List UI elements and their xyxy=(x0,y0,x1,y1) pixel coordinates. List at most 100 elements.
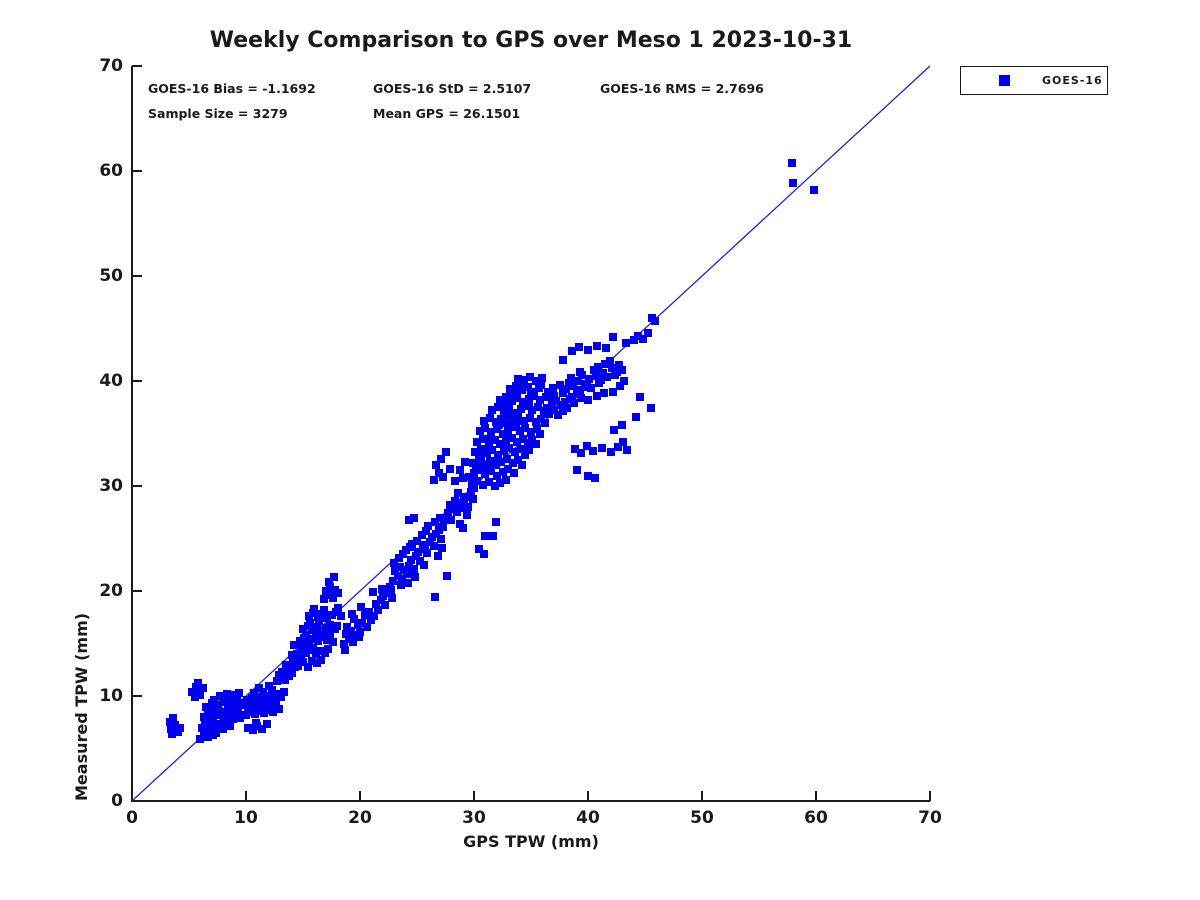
data-point-marker xyxy=(367,616,376,625)
data-point-marker xyxy=(303,662,312,671)
data-point-marker xyxy=(574,343,583,352)
y-tick-mark xyxy=(132,275,142,277)
data-point-marker xyxy=(509,389,518,398)
data-point-marker xyxy=(528,406,537,415)
data-point-marker xyxy=(188,687,197,696)
data-point-marker xyxy=(416,556,425,565)
data-point-marker xyxy=(443,509,452,518)
data-point-marker xyxy=(223,702,232,711)
data-point-marker xyxy=(514,455,523,464)
data-point-marker xyxy=(417,531,426,540)
data-point-marker xyxy=(216,710,225,719)
data-point-marker xyxy=(491,517,500,526)
x-tick-label: 40 xyxy=(576,808,600,828)
data-point-marker xyxy=(350,615,359,624)
data-point-marker xyxy=(458,524,467,532)
data-point-marker xyxy=(243,696,252,705)
data-point-marker xyxy=(259,687,268,696)
data-point-marker xyxy=(419,560,428,569)
data-point-marker xyxy=(317,656,326,665)
data-point-marker xyxy=(204,732,213,741)
data-point-marker xyxy=(265,692,274,700)
data-point-marker xyxy=(479,480,488,489)
data-point-marker xyxy=(203,717,212,726)
data-point-marker xyxy=(281,660,290,669)
data-point-marker xyxy=(580,380,589,389)
data-point-marker xyxy=(317,626,326,635)
data-point-marker xyxy=(491,417,500,426)
data-point-marker xyxy=(480,416,489,425)
data-point-marker xyxy=(587,384,596,393)
data-point-marker xyxy=(325,577,334,586)
stat-bias: GOES-16 Bias = -1.1692 xyxy=(148,81,316,96)
data-point-marker xyxy=(492,471,501,480)
data-point-marker xyxy=(304,638,313,647)
data-point-marker xyxy=(605,357,614,366)
data-point-marker xyxy=(431,517,440,526)
data-point-marker xyxy=(537,381,546,390)
data-point-marker xyxy=(418,545,427,553)
data-point-marker xyxy=(253,703,262,712)
data-point-marker xyxy=(275,670,284,679)
data-point-marker xyxy=(427,533,436,542)
data-point-marker xyxy=(497,457,506,466)
data-point-marker xyxy=(215,692,224,700)
data-point-marker xyxy=(511,448,520,457)
data-point-marker xyxy=(523,383,532,392)
data-point-marker xyxy=(496,478,505,487)
data-point-marker xyxy=(503,454,512,463)
data-point-marker xyxy=(328,638,337,647)
data-point-marker xyxy=(562,385,571,394)
data-point-marker xyxy=(561,398,570,406)
data-point-marker xyxy=(508,415,517,424)
data-point-marker xyxy=(229,715,238,724)
x-axis-spine xyxy=(131,800,930,802)
data-point-marker xyxy=(294,661,303,670)
data-point-marker xyxy=(275,704,284,713)
data-point-marker xyxy=(549,391,558,400)
data-point-marker xyxy=(619,437,628,446)
data-point-marker xyxy=(602,344,611,353)
data-point-marker xyxy=(433,552,442,561)
data-point-marker xyxy=(613,443,622,452)
data-point-marker xyxy=(609,387,618,396)
data-point-marker xyxy=(496,395,505,404)
data-point-marker xyxy=(269,707,278,716)
data-point-marker xyxy=(476,451,485,460)
data-point-marker xyxy=(548,384,557,393)
data-point-marker xyxy=(397,580,406,589)
data-point-marker xyxy=(611,370,620,379)
data-point-marker xyxy=(568,392,577,401)
data-point-marker xyxy=(423,549,432,558)
data-point-marker xyxy=(410,573,419,582)
data-point-marker xyxy=(646,404,655,413)
data-point-marker xyxy=(402,570,411,579)
data-point-marker xyxy=(272,677,281,686)
data-point-marker xyxy=(405,561,414,570)
data-point-marker xyxy=(411,552,420,561)
data-point-marker xyxy=(436,454,445,463)
data-point-marker xyxy=(789,178,798,187)
y-tick-label: 10 xyxy=(99,686,123,706)
data-point-marker xyxy=(511,408,520,417)
data-point-marker xyxy=(558,356,567,364)
y-tick-label: 30 xyxy=(99,476,123,496)
data-point-marker xyxy=(566,373,575,382)
data-point-marker xyxy=(248,725,257,734)
data-point-marker xyxy=(349,638,358,647)
data-point-marker xyxy=(439,522,448,531)
data-point-marker xyxy=(462,492,471,501)
data-point-marker xyxy=(302,648,311,657)
data-point-marker xyxy=(387,594,396,603)
data-point-marker xyxy=(393,572,402,581)
data-point-marker xyxy=(545,409,554,418)
data-point-marker xyxy=(584,345,592,354)
data-point-marker xyxy=(467,479,476,488)
data-point-marker xyxy=(651,317,660,326)
data-point-marker xyxy=(572,466,581,475)
data-point-marker xyxy=(521,424,530,433)
data-point-marker xyxy=(603,372,612,381)
data-point-marker xyxy=(554,410,563,419)
data-point-marker xyxy=(636,392,645,401)
data-point-marker xyxy=(329,573,338,582)
